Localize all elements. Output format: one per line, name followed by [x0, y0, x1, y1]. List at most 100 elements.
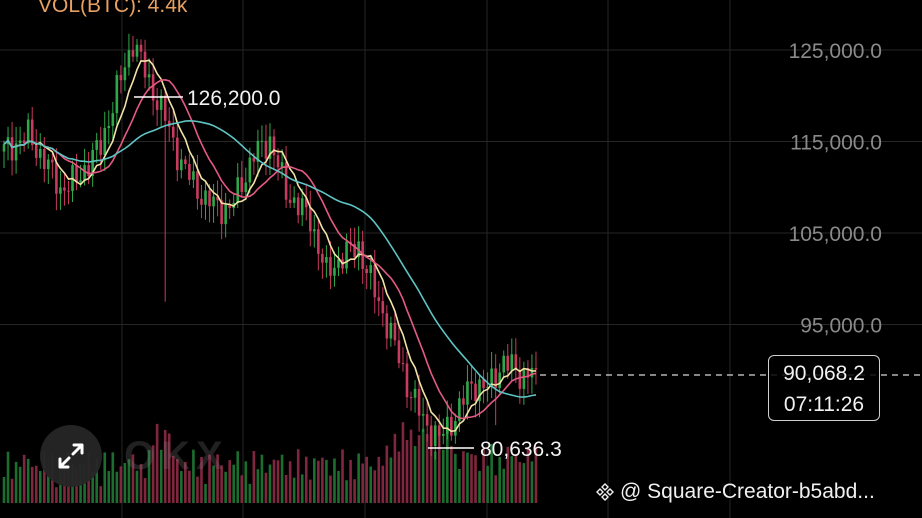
- volume-bar: [6, 451, 10, 503]
- volume-bar: [377, 456, 381, 503]
- volume-bar: [276, 460, 280, 503]
- candle-body: [450, 416, 453, 436]
- volume-bar: [22, 454, 26, 503]
- volume-bar: [99, 486, 103, 503]
- volume-bar: [393, 433, 397, 503]
- candle-body: [313, 229, 316, 232]
- volume-bar: [417, 435, 421, 503]
- candle-body: [510, 354, 514, 371]
- volume-bar: [365, 456, 368, 503]
- candle-body: [478, 379, 481, 402]
- volume-bar: [361, 463, 364, 503]
- volume-bar: [349, 459, 352, 503]
- volume-bar: [135, 470, 139, 503]
- last-price-value: 90,068.2: [783, 362, 865, 385]
- volume-bar: [437, 430, 441, 503]
- candle-body: [204, 190, 207, 205]
- candle-body: [417, 388, 421, 416]
- volume-bar: [18, 466, 22, 503]
- volume-bar: [389, 457, 393, 503]
- ma-line-30: [3, 119, 537, 398]
- volume-bar: [534, 446, 538, 503]
- candle-body: [474, 383, 477, 402]
- volume-bar: [95, 458, 98, 503]
- volume-bar: [288, 461, 292, 503]
- candle-body: [329, 257, 332, 276]
- volume-bar: [482, 449, 485, 503]
- moving-averages: [3, 59, 537, 433]
- volume-bar: [454, 453, 457, 503]
- volume-bar: [91, 471, 94, 503]
- volume-bar: [188, 470, 191, 503]
- candle-body: [55, 162, 58, 194]
- volume-bar: [478, 470, 481, 503]
- candle-body: [288, 199, 292, 203]
- candle-body: [103, 127, 107, 155]
- volume-bar: [192, 449, 195, 503]
- candle-body: [325, 257, 328, 263]
- candle-body: [522, 368, 526, 389]
- volume-bar: [248, 483, 252, 503]
- volume-bar: [317, 460, 320, 503]
- expand-chart-button[interactable]: [40, 425, 102, 487]
- volume-bar: [240, 475, 244, 503]
- candle-body: [67, 190, 70, 192]
- candle-body: [296, 197, 300, 216]
- low-price-annotation: 80,636.3: [480, 438, 562, 461]
- volume-bar: [425, 434, 429, 503]
- candle-body: [155, 100, 159, 110]
- candle-body: [337, 259, 340, 268]
- candle-body: [300, 198, 304, 216]
- candle-body: [490, 368, 493, 387]
- volume-bar: [236, 451, 240, 503]
- volume-bar: [34, 465, 38, 503]
- candle-body: [228, 204, 231, 208]
- expand-arrows-icon: [58, 443, 84, 469]
- volume-bar: [441, 449, 445, 503]
- volume-bar: [490, 443, 493, 503]
- candle-body: [91, 149, 94, 176]
- volume-bar: [341, 449, 344, 503]
- volume-bar: [30, 466, 34, 503]
- candle-body: [264, 140, 268, 159]
- volume-bar: [369, 466, 373, 503]
- candle-countdown: 07:11:26: [783, 393, 865, 416]
- candle-body: [458, 398, 461, 422]
- volume-bar: [494, 475, 497, 503]
- volume-bar: [433, 451, 437, 503]
- candle-body: [167, 120, 171, 127]
- volume-bar: [216, 454, 219, 503]
- candle-body: [276, 155, 280, 168]
- candle-body: [79, 180, 82, 183]
- candle-body: [518, 369, 522, 389]
- candle-body: [526, 368, 530, 378]
- volume-bar: [228, 460, 231, 503]
- volume-bar: [486, 465, 489, 503]
- candle-body: [115, 74, 119, 114]
- volume-bar: [308, 479, 312, 503]
- volume-bar: [498, 457, 501, 503]
- candle-body: [252, 157, 256, 162]
- candle-body: [369, 265, 373, 274]
- candle-body: [534, 367, 538, 370]
- candle-body: [433, 425, 437, 447]
- volume-bar: [184, 461, 187, 503]
- volume-indicator-label: VOL(BTC): 4.4k: [38, 0, 188, 17]
- volume-bar: [204, 483, 207, 503]
- volume-bar: [26, 458, 30, 503]
- volume-bar: [409, 429, 413, 503]
- binance-square-icon: [596, 483, 614, 501]
- candle-body: [147, 74, 151, 78]
- volume-bar: [256, 469, 260, 503]
- volume-bar: [123, 462, 127, 503]
- candle-body: [437, 425, 441, 436]
- candle-body: [506, 355, 510, 371]
- volume-bar: [296, 449, 300, 503]
- volume-bar: [200, 457, 203, 503]
- volume-bar: [38, 471, 42, 503]
- volume-bar: [147, 450, 151, 503]
- volume-bar: [159, 449, 163, 503]
- volume-bar: [470, 454, 473, 503]
